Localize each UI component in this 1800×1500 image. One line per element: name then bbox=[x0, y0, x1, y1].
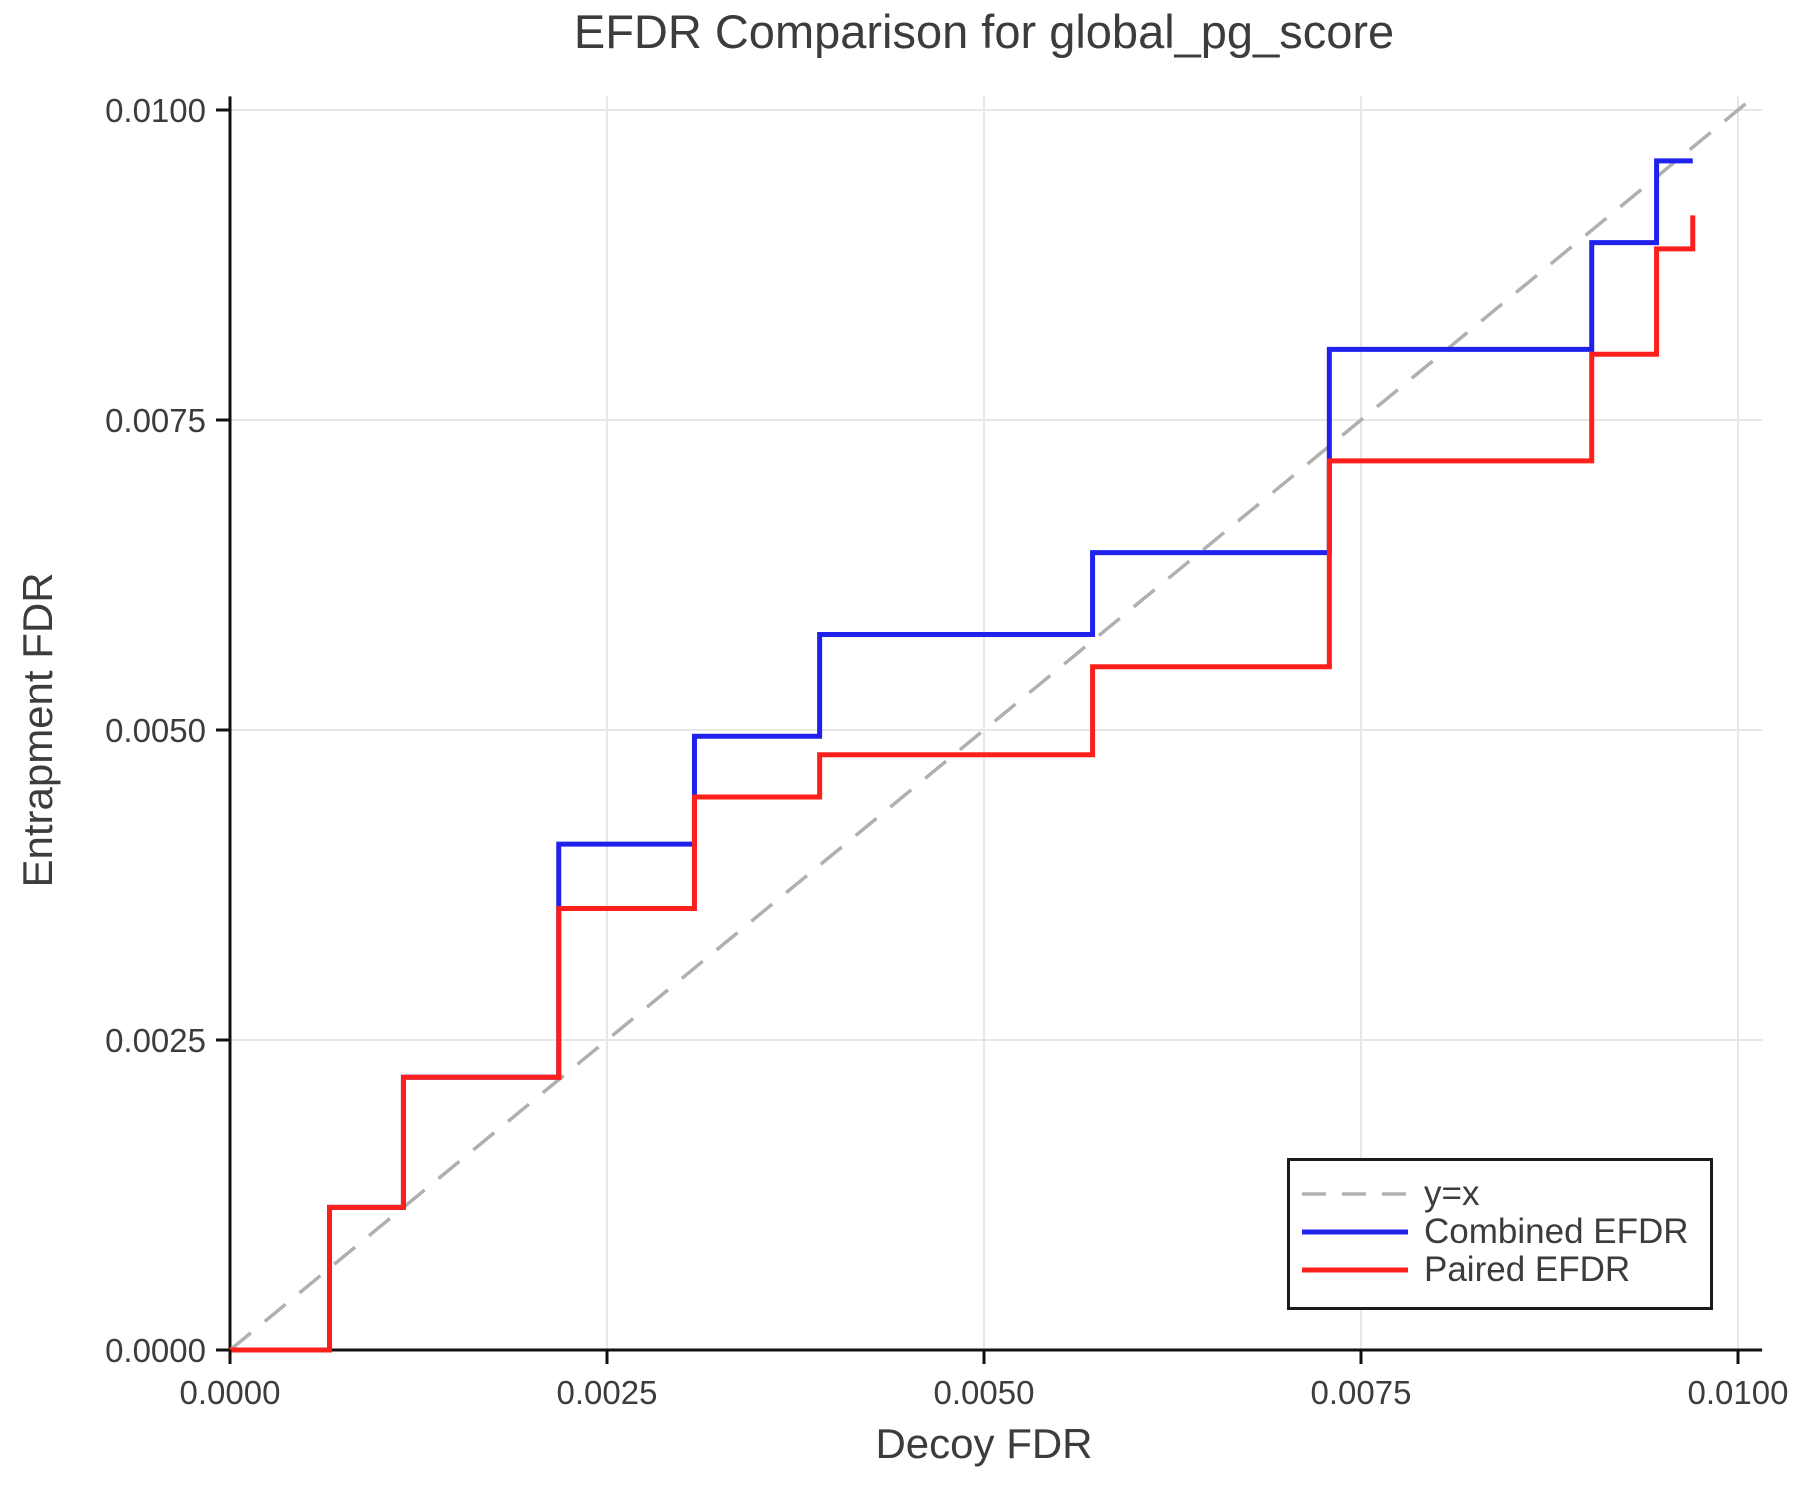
legend-label: Combined EFDR bbox=[1424, 1212, 1689, 1251]
x-tick-label: 0.0050 bbox=[934, 1374, 1035, 1411]
x-axis-label: Decoy FDR bbox=[875, 1420, 1093, 1467]
x-tick-label: 0.0025 bbox=[557, 1374, 658, 1411]
legend: y=x Combined EFDR Paired EFDR bbox=[1287, 1158, 1713, 1310]
series-line-paired-efdr bbox=[230, 215, 1696, 1353]
legend-entry: Paired EFDR bbox=[1302, 1250, 1710, 1289]
y-tick-label: 0.0000 bbox=[105, 1332, 206, 1369]
legend-entry: Combined EFDR bbox=[1302, 1212, 1710, 1251]
legend-line-sample bbox=[1302, 1267, 1408, 1273]
y-tick-label: 0.0025 bbox=[105, 1022, 206, 1059]
y-axis-label: Entrapment FDR bbox=[14, 572, 61, 888]
legend-entry: y=x bbox=[1302, 1174, 1710, 1213]
legend-line-sample bbox=[1302, 1229, 1408, 1235]
x-tick-label: 0.0075 bbox=[1311, 1374, 1412, 1411]
x-tick-label: 0.0000 bbox=[180, 1374, 281, 1411]
y-tick-label: 0.0075 bbox=[105, 402, 206, 439]
reference-line-y-equals-x bbox=[228, 95, 1756, 1352]
x-tick-label: 0.0100 bbox=[1688, 1374, 1789, 1411]
legend-label: y=x bbox=[1424, 1174, 1480, 1213]
legend-line-sample bbox=[1302, 1192, 1408, 1196]
chart-title: EFDR Comparison for global_pg_score bbox=[573, 5, 1395, 58]
y-tick-label: 0.0100 bbox=[105, 92, 206, 129]
legend-label: Paired EFDR bbox=[1424, 1250, 1631, 1289]
y-tick-label: 0.0050 bbox=[105, 712, 206, 749]
